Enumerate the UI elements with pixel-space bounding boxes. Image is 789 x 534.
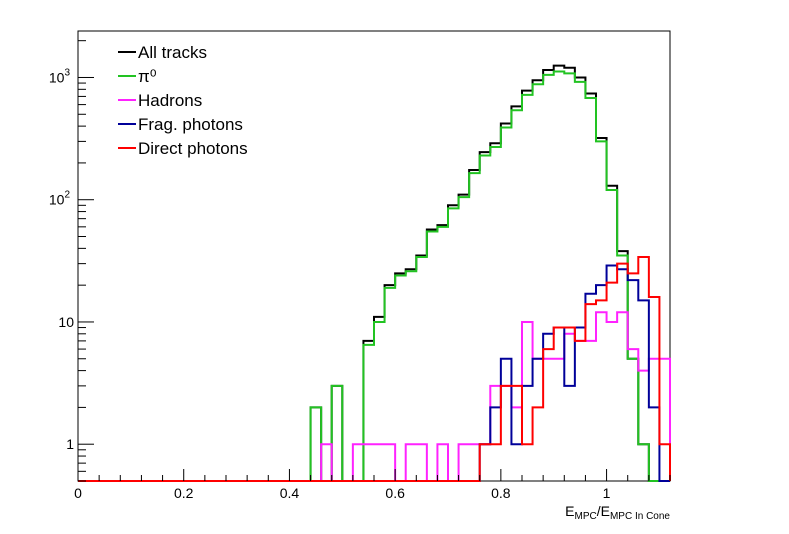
x-tick-label: 0.6 — [385, 485, 405, 501]
axis-layer: 0 0.2 0.4 0.6 0.8 1 1 10 102 103 — [49, 40, 671, 501]
series-direct — [78, 255, 671, 482]
x-tick-label: 0.8 — [491, 485, 511, 501]
legend-label: Hadrons — [138, 91, 202, 110]
legend-label: Frag. photons — [138, 115, 243, 134]
x-tick-label: 1 — [603, 485, 611, 501]
y-tick-label: 102 — [49, 190, 71, 208]
legend-label: Direct photons — [138, 139, 248, 158]
y-tick-label: 103 — [49, 67, 71, 85]
y-tick-label: 10 — [58, 314, 74, 330]
legend-label: All tracks — [138, 43, 207, 62]
legend-label: π⁰ — [138, 67, 157, 86]
x-tick-label: 0.4 — [280, 485, 300, 501]
x-tick-label: 0.2 — [174, 485, 194, 501]
series-frag — [78, 264, 670, 482]
y-tick-label: 1 — [66, 436, 74, 452]
x-axis-title: EMPC/EMPC In Cone — [565, 503, 670, 522]
legend: All tracks π⁰ Hadrons Frag. photons Direct p… — [118, 43, 248, 158]
x-tick-label: 0 — [74, 485, 82, 501]
